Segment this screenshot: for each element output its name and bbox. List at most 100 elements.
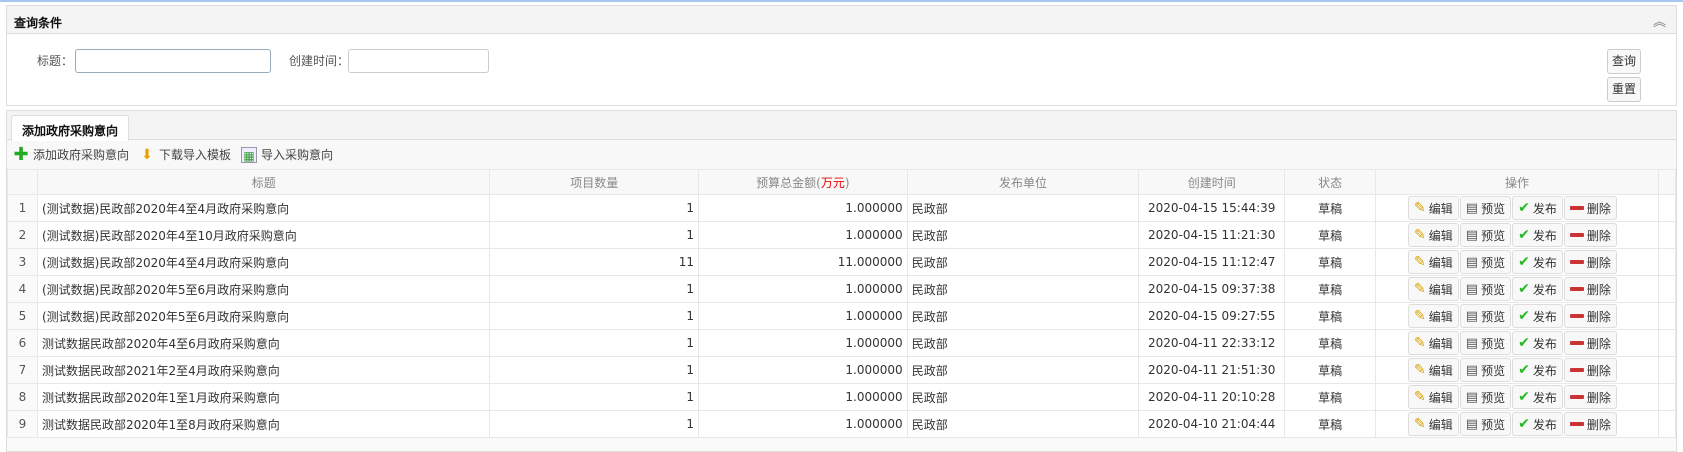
ops-cell: ✎ 编辑 ▤ 预览 ✔ 发布 删除 [1375, 329, 1659, 357]
publish-button[interactable]: ✔ 发布 [1512, 385, 1563, 409]
publish-button[interactable]: ✔ 发布 [1512, 196, 1563, 220]
edit-label: 编辑 [1428, 390, 1453, 405]
reset-button[interactable]: 重置 [1607, 77, 1641, 102]
publish-label: 发布 [1532, 255, 1557, 270]
row-number: 3 [7, 248, 38, 276]
row-number: 9 [7, 410, 38, 438]
import-intent-button[interactable]: ▦ 导入采购意向 [241, 146, 333, 163]
pencil-icon: ✎ [1414, 335, 1426, 351]
publish-button[interactable]: ✔ 发布 [1512, 277, 1563, 301]
edit-button[interactable]: ✎ 编辑 [1408, 412, 1459, 436]
preview-button[interactable]: ▤ 预览 [1459, 412, 1512, 436]
status-header[interactable]: 状态 [1284, 169, 1377, 195]
pencil-icon: ✎ [1414, 389, 1426, 405]
publish-button[interactable]: ✔ 发布 [1512, 331, 1563, 355]
delete-button[interactable]: 删除 [1563, 250, 1617, 274]
preview-button[interactable]: ▤ 预览 [1459, 223, 1512, 247]
delete-button[interactable]: 删除 [1563, 304, 1617, 328]
publish-button[interactable]: ✔ 发布 [1512, 358, 1563, 382]
budget-cell: 1.000000 [698, 275, 908, 303]
time-cell: 2020-04-15 11:21:30 [1138, 221, 1286, 249]
title-input[interactable] [75, 49, 271, 73]
qty-header[interactable]: 项目数量 [489, 169, 700, 195]
minus-icon [1569, 314, 1584, 318]
table-row[interactable]: 1 (测试数据)民政部2020年4至4月政府采购意向 1 1.000000 民政… [7, 194, 1677, 222]
time-header[interactable]: 创建时间 [1138, 169, 1286, 195]
delete-button[interactable]: 删除 [1563, 385, 1617, 409]
preview-label: 预览 [1481, 228, 1506, 243]
title-label: 标题： [37, 54, 74, 68]
budget-cell: 1.000000 [698, 221, 908, 249]
table-row[interactable]: 8 测试数据民政部2020年1至1月政府采购意向 1 1.000000 民政部 … [7, 383, 1677, 411]
preview-button[interactable]: ▤ 预览 [1459, 196, 1512, 220]
table-row[interactable]: 3 (测试数据)民政部2020年4至4月政府采购意向 11 11.000000 … [7, 248, 1677, 276]
scroll-gutter-cell [1657, 194, 1677, 222]
title-header[interactable]: 标题 [36, 169, 491, 195]
delete-button[interactable]: 删除 [1563, 277, 1617, 301]
table-row[interactable]: 4 (测试数据)民政部2020年5至6月政府采购意向 1 1.000000 民政… [7, 275, 1677, 303]
delete-button[interactable]: 删除 [1563, 412, 1617, 436]
table-row[interactable]: 6 测试数据民政部2020年4至6月政府采购意向 1 1.000000 民政部 … [7, 329, 1677, 357]
edit-button[interactable]: ✎ 编辑 [1408, 277, 1459, 301]
publish-label: 发布 [1532, 363, 1557, 378]
edit-button[interactable]: ✎ 编辑 [1408, 358, 1459, 382]
delete-label: 删除 [1586, 390, 1611, 405]
unit-header[interactable]: 发布单位 [906, 169, 1140, 195]
table-row[interactable]: 9 测试数据民政部2020年1至8月政府采购意向 1 1.000000 民政部 … [7, 410, 1677, 438]
preview-button[interactable]: ▤ 预览 [1459, 277, 1512, 301]
preview-button[interactable]: ▤ 预览 [1459, 331, 1512, 355]
qty-cell: 1 [489, 410, 700, 438]
ops-cell: ✎ 编辑 ▤ 预览 ✔ 发布 删除 [1375, 302, 1659, 330]
qty-cell: 1 [489, 356, 700, 384]
time-cell: 2020-04-10 21:04:44 [1138, 410, 1286, 438]
status-cell: 草稿 [1284, 194, 1377, 222]
status-cell: 草稿 [1284, 410, 1377, 438]
publish-label: 发布 [1532, 417, 1557, 432]
publish-label: 发布 [1532, 336, 1557, 351]
preview-button[interactable]: ▤ 预览 [1459, 304, 1512, 328]
delete-button[interactable]: 删除 [1563, 358, 1617, 382]
check-icon: ✔ [1518, 389, 1530, 405]
publish-label: 发布 [1532, 201, 1557, 216]
download-template-button[interactable]: ⬇ 下载导入模板 [139, 146, 231, 163]
publish-button[interactable]: ✔ 发布 [1512, 412, 1563, 436]
edit-button[interactable]: ✎ 编辑 [1408, 223, 1459, 247]
title-cell: 测试数据民政部2020年1至1月政府采购意向 [36, 383, 491, 411]
edit-button[interactable]: ✎ 编辑 [1408, 196, 1459, 220]
delete-button[interactable]: 删除 [1563, 223, 1617, 247]
delete-label: 删除 [1586, 309, 1611, 324]
row-number: 4 [7, 275, 38, 303]
budget-header[interactable]: 预算总金额(万元) [698, 169, 908, 195]
add-intent-button[interactable]: ✚ 添加政府采购意向 [13, 145, 129, 163]
edit-label: 编辑 [1428, 309, 1453, 324]
collapse-icon[interactable]: ︽ [1652, 15, 1666, 30]
edit-button[interactable]: ✎ 编辑 [1408, 250, 1459, 274]
printer-icon: ▤ [1465, 389, 1479, 405]
printer-icon: ▤ [1465, 416, 1479, 432]
edit-label: 编辑 [1428, 417, 1453, 432]
search-button[interactable]: 查询 [1607, 49, 1641, 74]
table-row[interactable]: 2 (测试数据)民政部2020年4至10月政府采购意向 1 1.000000 民… [7, 221, 1677, 249]
preview-button[interactable]: ▤ 预览 [1459, 250, 1512, 274]
edit-button[interactable]: ✎ 编辑 [1408, 385, 1459, 409]
printer-icon: ▤ [1465, 254, 1479, 270]
publish-button[interactable]: ✔ 发布 [1512, 250, 1563, 274]
delete-label: 删除 [1586, 255, 1611, 270]
preview-button[interactable]: ▤ 预览 [1459, 358, 1512, 382]
edit-label: 编辑 [1428, 282, 1453, 297]
publish-button[interactable]: ✔ 发布 [1512, 223, 1563, 247]
edit-button[interactable]: ✎ 编辑 [1408, 331, 1459, 355]
table-row[interactable]: 7 测试数据民政部2021年2至4月政府采购意向 1 1.000000 民政部 … [7, 356, 1677, 384]
tab-add-procurement-intent[interactable]: 添加政府采购意向 [11, 115, 130, 141]
edit-button[interactable]: ✎ 编辑 [1408, 304, 1459, 328]
table-row[interactable]: 5 (测试数据)民政部2020年5至6月政府采购意向 1 1.000000 民政… [7, 302, 1677, 330]
publish-button[interactable]: ✔ 发布 [1512, 304, 1563, 328]
preview-button[interactable]: ▤ 预览 [1459, 385, 1512, 409]
budget-cell: 1.000000 [698, 410, 908, 438]
delete-button[interactable]: 删除 [1563, 196, 1617, 220]
create-time-input[interactable] [348, 49, 489, 73]
check-icon: ✔ [1518, 281, 1530, 297]
delete-button[interactable]: 删除 [1563, 331, 1617, 355]
pencil-icon: ✎ [1414, 281, 1426, 297]
create-time-label: 创建时间： [289, 54, 350, 68]
